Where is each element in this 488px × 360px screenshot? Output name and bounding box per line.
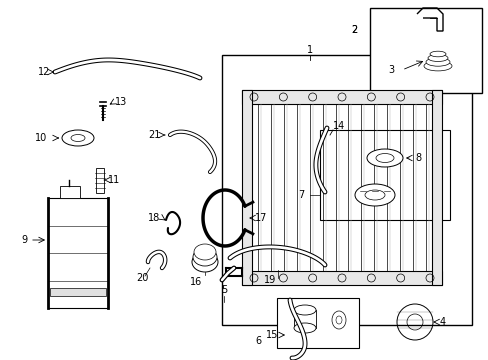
Text: 16: 16: [189, 277, 202, 287]
Text: 19: 19: [264, 275, 276, 285]
Bar: [242, 90, 251, 285]
Text: 2: 2: [351, 25, 357, 35]
Bar: [319, 130, 449, 220]
Ellipse shape: [375, 153, 393, 162]
Ellipse shape: [354, 184, 394, 206]
Text: 15: 15: [265, 330, 278, 340]
Ellipse shape: [364, 190, 384, 200]
Text: 20: 20: [136, 273, 148, 283]
Ellipse shape: [335, 316, 341, 324]
Text: 17: 17: [254, 213, 267, 223]
Bar: [222, 55, 471, 325]
Ellipse shape: [293, 305, 315, 315]
Ellipse shape: [366, 149, 402, 167]
Ellipse shape: [194, 244, 216, 260]
Text: 10: 10: [35, 133, 47, 143]
Ellipse shape: [62, 130, 94, 146]
Text: 11: 11: [108, 175, 120, 185]
Text: 14: 14: [332, 121, 345, 131]
Bar: [60, 186, 80, 198]
Text: 1: 1: [306, 45, 312, 55]
Ellipse shape: [293, 323, 315, 333]
Text: 5: 5: [221, 285, 226, 295]
Bar: [48, 198, 108, 308]
Text: 2: 2: [351, 25, 357, 35]
Bar: [431, 90, 441, 285]
Ellipse shape: [193, 248, 217, 266]
Ellipse shape: [423, 61, 451, 71]
Text: 9: 9: [22, 235, 28, 245]
Ellipse shape: [429, 51, 445, 57]
Text: 21: 21: [148, 130, 160, 140]
Bar: [242, 90, 441, 104]
Text: 13: 13: [115, 97, 127, 107]
Ellipse shape: [331, 311, 346, 329]
Text: 6: 6: [255, 336, 262, 346]
Bar: [96, 168, 104, 193]
Text: 3: 3: [387, 65, 393, 75]
Bar: [242, 271, 441, 285]
Ellipse shape: [192, 252, 218, 272]
Text: 7: 7: [297, 190, 304, 200]
Ellipse shape: [71, 135, 85, 141]
Text: 4: 4: [439, 317, 445, 327]
Ellipse shape: [427, 54, 447, 62]
Text: 12: 12: [38, 67, 50, 77]
Ellipse shape: [425, 58, 449, 66]
Text: 8: 8: [414, 153, 420, 163]
Bar: [50, 288, 106, 296]
Text: 18: 18: [148, 213, 160, 223]
Bar: [369, 8, 481, 93]
Bar: [276, 298, 358, 348]
